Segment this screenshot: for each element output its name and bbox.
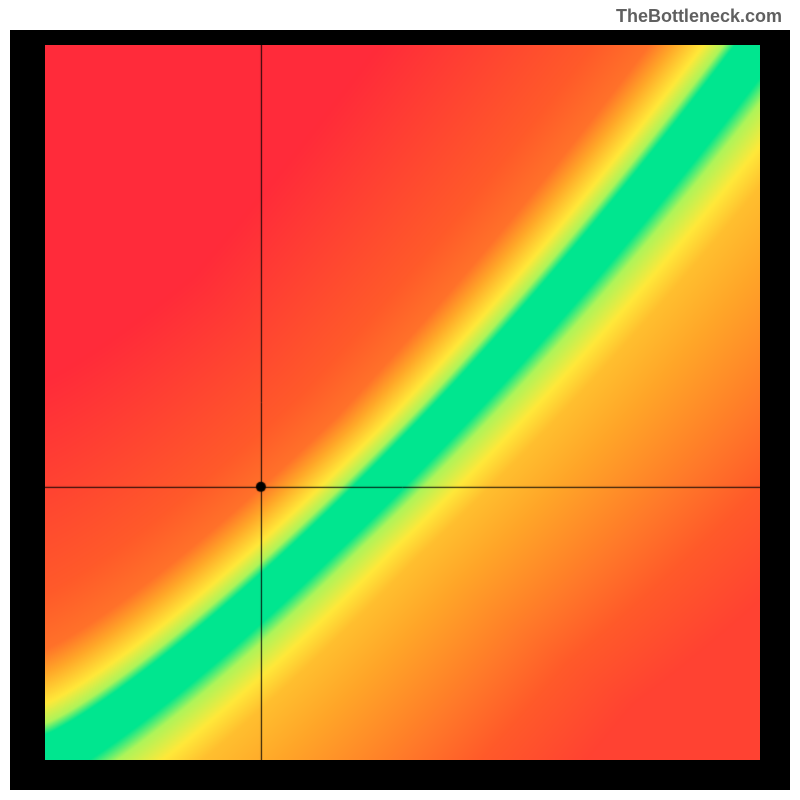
crosshair-overlay <box>45 45 760 760</box>
figure-container: TheBottleneck.com <box>0 0 800 800</box>
watermark-text: TheBottleneck.com <box>616 6 782 27</box>
